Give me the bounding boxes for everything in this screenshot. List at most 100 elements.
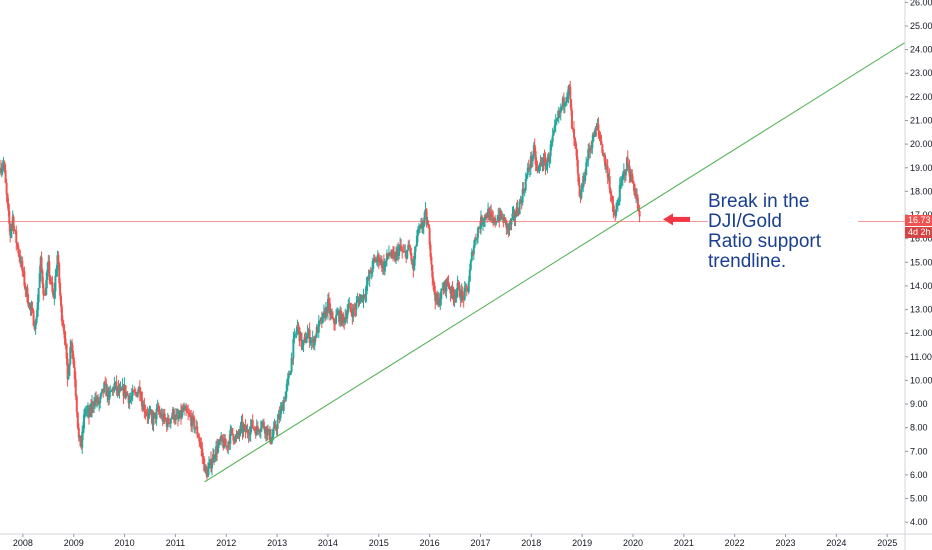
- candle-body: [213, 454, 216, 460]
- y-tick-label: 26.00: [910, 0, 932, 7]
- candle-body: [247, 433, 250, 436]
- candle-body: [51, 281, 54, 292]
- candle-body: [338, 311, 341, 322]
- candle-body: [505, 220, 508, 229]
- candle-body: [410, 252, 413, 261]
- candle-body: [290, 358, 293, 372]
- candle-body: [389, 255, 392, 257]
- candle-body: [344, 316, 347, 323]
- candle-body: [35, 316, 38, 323]
- candle-body: [530, 156, 533, 162]
- candle-body: [304, 336, 307, 343]
- candle-body: [158, 411, 161, 414]
- candle-body: [492, 217, 495, 223]
- candle-body: [545, 166, 548, 170]
- candle-body: [364, 294, 367, 296]
- candle-body: [164, 418, 167, 421]
- candle-body: [597, 124, 600, 131]
- candle-body: [6, 194, 9, 205]
- candle-body: [140, 398, 143, 400]
- candle-body: [209, 459, 212, 469]
- candle-body: [256, 426, 259, 430]
- candle-body: [452, 294, 455, 300]
- y-tick-label: 20.00: [910, 139, 932, 149]
- candle-body: [154, 412, 157, 419]
- candle-body: [341, 314, 344, 325]
- candle-body: [569, 87, 572, 100]
- candle-body: [385, 253, 388, 261]
- candle-body: [423, 212, 426, 220]
- candle-body: [403, 251, 406, 253]
- candle-body: [358, 299, 361, 304]
- candle-body: [101, 388, 104, 393]
- candle-body: [244, 425, 247, 433]
- candle-body: [415, 246, 418, 248]
- candle-body: [119, 388, 122, 390]
- candle-body: [118, 389, 121, 393]
- candle-body: [42, 283, 45, 295]
- candle-body: [309, 341, 312, 343]
- candle-body: [615, 205, 618, 210]
- candle-body: [320, 317, 323, 323]
- candle-body: [294, 333, 297, 335]
- candle-body: [103, 382, 106, 393]
- candle-body: [144, 412, 147, 414]
- candle-body: [237, 432, 240, 435]
- candle-body: [280, 404, 283, 410]
- candle-body: [472, 245, 475, 255]
- candle-body: [298, 327, 301, 341]
- candle-body: [382, 261, 385, 272]
- candle-body: [568, 86, 571, 88]
- candle-body: [422, 219, 425, 227]
- candle-body: [23, 271, 26, 286]
- candle-body: [67, 375, 70, 380]
- candle-body: [489, 212, 492, 220]
- y-tick-label: 12.00: [910, 328, 932, 338]
- candle-body: [163, 413, 166, 419]
- candle-body: [546, 157, 549, 167]
- candle-body: [581, 187, 584, 190]
- candle-body: [99, 396, 102, 403]
- candle-body: [335, 315, 338, 324]
- y-tick-label: 24.00: [910, 45, 932, 55]
- candle-body: [195, 426, 198, 429]
- candle-body: [353, 308, 356, 310]
- candle-body: [604, 155, 607, 166]
- candle-body: [608, 176, 611, 190]
- candle-body: [297, 324, 300, 328]
- candle-body: [434, 291, 437, 302]
- candle-body: [146, 413, 149, 417]
- candle-body: [491, 214, 494, 218]
- candle-body: [149, 411, 152, 413]
- candle-body: [273, 424, 276, 428]
- candle-body: [564, 101, 567, 103]
- candle-body: [552, 130, 555, 136]
- candle-body: [459, 296, 462, 301]
- candle-body: [539, 161, 542, 165]
- candle-body: [418, 225, 421, 229]
- candle-body: [245, 429, 248, 433]
- candle-body: [31, 307, 34, 311]
- candle-body: [605, 165, 608, 167]
- candle-body: [174, 414, 177, 421]
- candle-body: [445, 278, 448, 292]
- candle-body: [252, 428, 255, 430]
- candle-body: [236, 432, 239, 437]
- candle-body: [185, 407, 188, 411]
- candle-body: [133, 391, 136, 393]
- candle-body: [345, 316, 348, 319]
- candle-body: [18, 253, 21, 258]
- candle-body: [205, 472, 208, 478]
- candle-body: [535, 164, 538, 166]
- candle-body: [427, 224, 430, 229]
- candle-body: [483, 220, 486, 222]
- candle-body: [315, 326, 318, 338]
- candle-body: [324, 307, 327, 319]
- candle-body: [136, 392, 139, 397]
- candle-body: [488, 208, 491, 220]
- x-tick-label: 2018: [521, 538, 541, 548]
- candle-body: [432, 277, 435, 283]
- candle-body: [494, 218, 497, 224]
- candle-body: [538, 164, 541, 168]
